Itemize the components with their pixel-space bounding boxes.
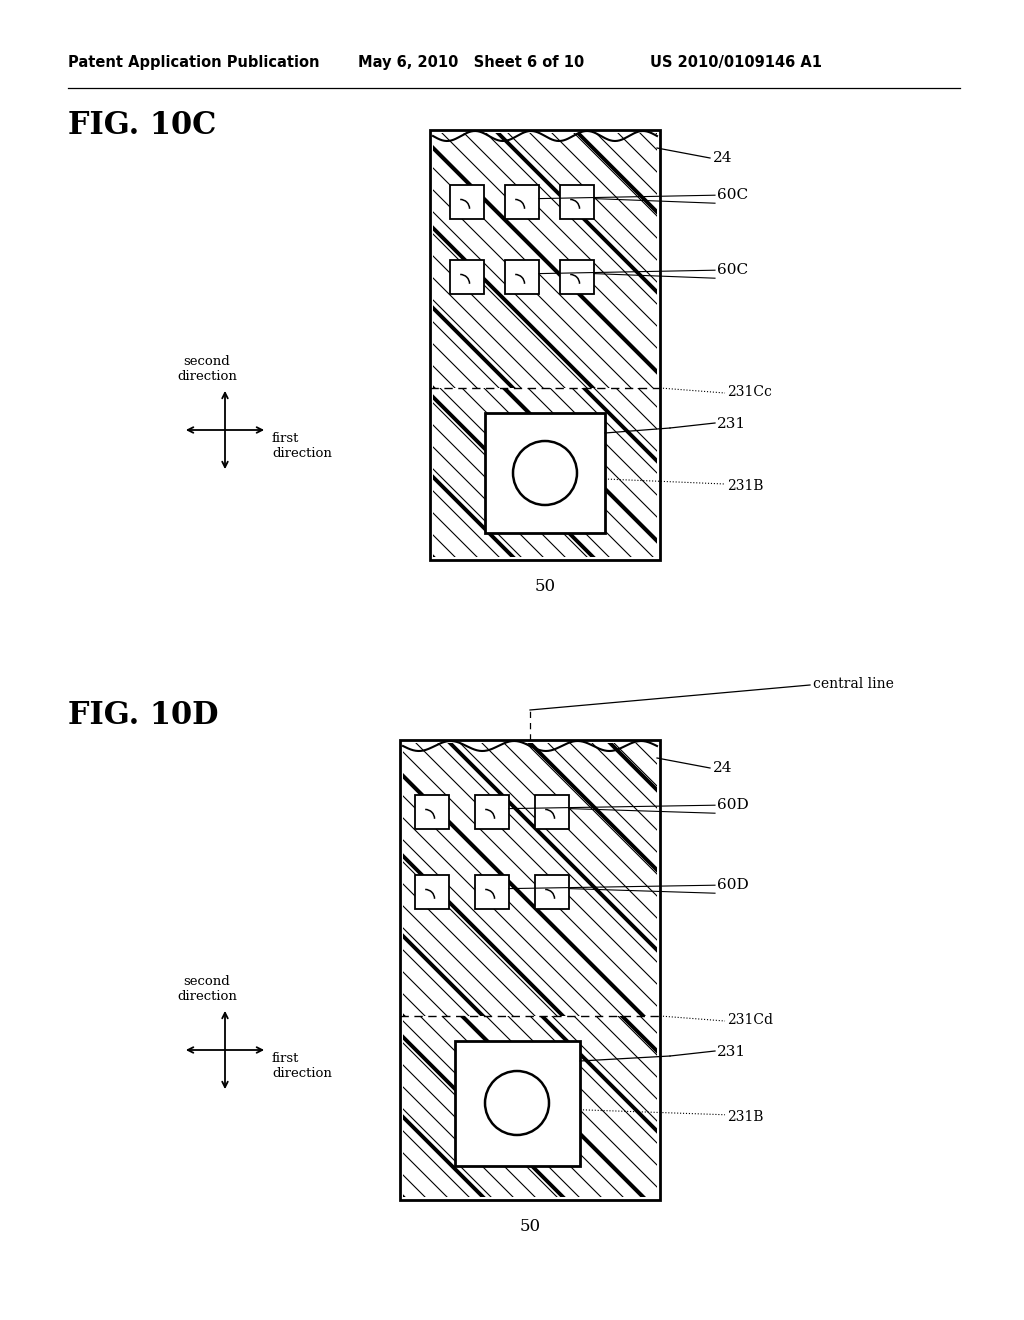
Bar <box>560 260 594 294</box>
Bar <box>430 129 660 560</box>
Text: 231: 231 <box>717 417 746 432</box>
Text: 60D: 60D <box>717 799 749 812</box>
Text: first
direction: first direction <box>272 432 332 459</box>
Text: second
direction: second direction <box>177 975 237 1003</box>
Text: 60D: 60D <box>717 878 749 892</box>
Bar <box>455 1041 580 1166</box>
Bar <box>450 185 484 219</box>
Bar <box>535 795 569 829</box>
Circle shape <box>513 441 577 506</box>
Text: central line: central line <box>813 677 894 690</box>
Text: 231B: 231B <box>727 1110 764 1123</box>
Text: 24: 24 <box>713 762 732 775</box>
Text: FIG. 10C: FIG. 10C <box>68 110 216 141</box>
Text: 231B: 231B <box>727 479 764 492</box>
Bar <box>560 185 594 219</box>
Bar <box>415 875 449 909</box>
Bar <box>505 260 539 294</box>
Text: 24: 24 <box>713 150 732 165</box>
Bar <box>485 413 605 533</box>
Text: 50: 50 <box>535 578 556 595</box>
Bar <box>450 260 484 294</box>
Text: US 2010/0109146 A1: US 2010/0109146 A1 <box>650 55 822 70</box>
Text: 60C: 60C <box>717 189 749 202</box>
Text: second
direction: second direction <box>177 355 237 383</box>
Text: Patent Application Publication: Patent Application Publication <box>68 55 319 70</box>
Text: FIG. 10D: FIG. 10D <box>68 700 218 731</box>
Bar <box>400 741 660 1200</box>
Bar <box>475 875 509 909</box>
Bar <box>475 795 509 829</box>
Text: May 6, 2010   Sheet 6 of 10: May 6, 2010 Sheet 6 of 10 <box>358 55 585 70</box>
Text: 231: 231 <box>717 1045 746 1059</box>
Text: 50: 50 <box>519 1218 541 1236</box>
Bar <box>415 795 449 829</box>
Text: 60C: 60C <box>717 264 749 277</box>
Text: 231Cc: 231Cc <box>727 385 772 399</box>
Bar <box>430 129 660 560</box>
Bar <box>505 185 539 219</box>
Bar <box>400 741 660 1200</box>
Text: 231Cd: 231Cd <box>727 1012 773 1027</box>
Bar <box>455 1041 580 1166</box>
Circle shape <box>485 1071 549 1135</box>
Text: first
direction: first direction <box>272 1052 332 1080</box>
Bar <box>485 413 605 533</box>
Bar <box>535 875 569 909</box>
